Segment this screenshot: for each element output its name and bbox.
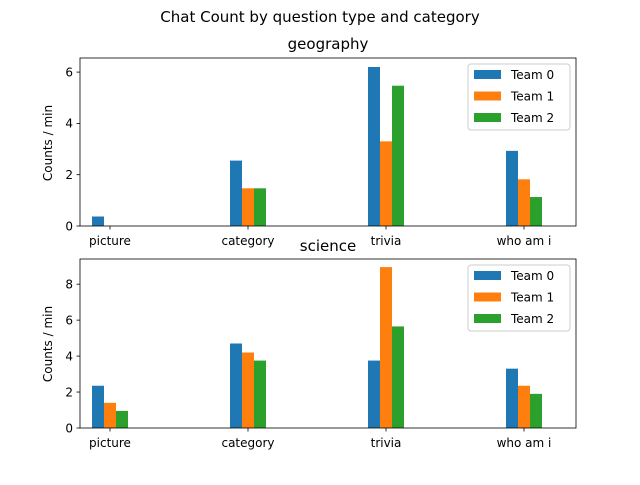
bar-team-0-trivia — [368, 360, 380, 428]
panel-title: geography — [288, 35, 369, 53]
x-tick-label: who am i — [497, 234, 552, 248]
bar-team-0-category — [230, 160, 242, 226]
y-tick-label: 4 — [65, 349, 73, 363]
bar-team-0-trivia — [368, 66, 380, 226]
y-tick-label: 4 — [65, 117, 73, 131]
legend: Team 0 Team 1 Team 2 — [467, 63, 571, 131]
legend-label: Team 1 — [510, 90, 554, 104]
legend-swatch — [474, 271, 501, 280]
legend-swatch — [474, 70, 501, 79]
legend-label: Team 2 — [510, 111, 554, 125]
bar-team-1-trivia — [380, 267, 392, 428]
panel-science: science Counts / min 0 2 4 6 8 picture categor… — [41, 237, 577, 450]
y-tick-label: 2 — [65, 385, 73, 399]
x-tick-label: category — [221, 436, 274, 450]
legend-label: Team 0 — [510, 68, 554, 82]
x-tick-label: picture — [89, 436, 131, 450]
bar-team-1-picture — [104, 402, 116, 428]
bar-team-2-category — [254, 360, 266, 428]
bar-team-2-picture — [116, 410, 128, 428]
x-tick-label: category — [221, 234, 274, 248]
legend-swatch — [474, 292, 501, 302]
axes-frame — [79, 258, 577, 429]
bar-team-0-picture — [92, 385, 104, 428]
x-tick-label: who am i — [497, 436, 552, 450]
bar-team-0-who-am-i — [506, 150, 518, 226]
y-tick-label: 2 — [65, 168, 73, 182]
bar-team-0-who-am-i — [506, 368, 518, 428]
x-tick-label: picture — [89, 234, 131, 248]
bar-team-1-trivia — [380, 141, 392, 226]
bar-team-1-who-am-i — [518, 385, 530, 428]
y-tick-label: 8 — [65, 277, 73, 291]
legend-swatch — [474, 113, 501, 122]
panel-title: science — [300, 237, 356, 255]
legend-label: Team 0 — [510, 269, 554, 283]
bar-team-0-category — [230, 343, 242, 428]
y-tick-label: 6 — [65, 65, 73, 79]
y-axis-label: Counts / min — [41, 105, 55, 181]
bar-team-2-who-am-i — [530, 393, 542, 428]
bar-team-2-category — [254, 188, 266, 226]
axes-frame — [79, 57, 577, 227]
y-tick-label: 0 — [65, 219, 73, 233]
legend-swatch — [474, 91, 501, 101]
y-tick-label: 6 — [65, 313, 73, 327]
bar-team-1-category — [242, 352, 254, 428]
bar-team-1-who-am-i — [518, 179, 530, 226]
legend-label: Team 2 — [510, 312, 554, 326]
bar-team-2-trivia — [392, 85, 404, 226]
figure-suptitle: Chat Count by question type and category — [160, 8, 480, 26]
legend-label: Team 1 — [510, 291, 554, 305]
bar-team-1-category — [242, 188, 254, 226]
bar-team-2-trivia — [392, 326, 404, 428]
legend-swatch — [474, 314, 501, 323]
bar-team-2-who-am-i — [530, 197, 542, 226]
x-tick-label: trivia — [371, 234, 402, 248]
legend: Team 0 Team 1 Team 2 — [467, 264, 571, 332]
x-tick-label: trivia — [371, 436, 402, 450]
bar-team-0-picture — [92, 216, 104, 226]
y-tick-label: 0 — [65, 421, 73, 435]
panel-geography: geography Counts / min 0 2 4 6 picture catego… — [41, 35, 577, 248]
y-axis-label: Counts / min — [41, 306, 55, 382]
